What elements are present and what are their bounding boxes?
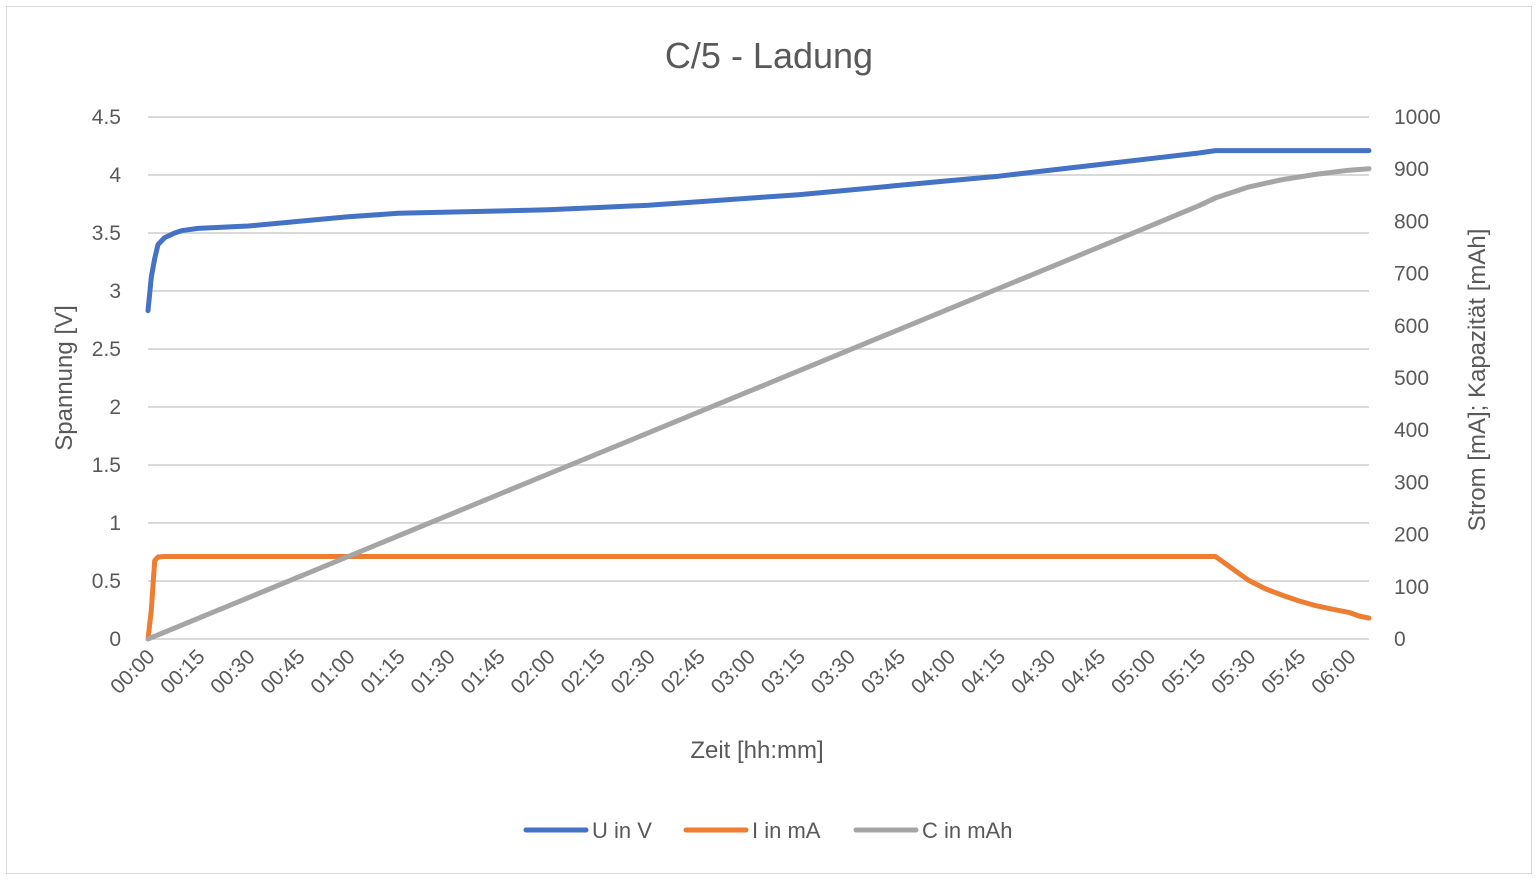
y-axis-title: Spannung [V] [51,305,78,450]
x-tick-label: 04:00 [907,645,960,698]
x-tick-label: 02:30 [607,645,660,698]
y-tick-label: 1 [109,512,121,535]
x-tick-label: 03:30 [807,645,860,698]
x-tick-label: 05:00 [1107,645,1160,698]
y2-axis-title: Strom [mA]; Kapazität [mAh] [1464,229,1491,532]
series-layer [145,148,1372,642]
x-tick-label: 06:00 [1307,645,1360,698]
y2-tick-label: 600 [1394,315,1429,338]
x-tick-label: 02:15 [556,645,609,698]
y2-tick-label: 100 [1394,576,1429,599]
gridlines [148,116,1369,640]
x-tick-label: 00:30 [206,645,259,698]
series-line [145,554,1372,642]
y2-axis-ticks: 0 100 200 300 400 500 600 700 800 900 1000 [1394,106,1441,651]
y2-tick-label: 1000 [1394,106,1441,129]
y2-tick-label: 500 [1394,367,1429,390]
y-tick-label: 4.5 [92,106,121,129]
legend-label: C in mAh [922,818,1012,843]
x-tick-label: 00:45 [256,645,309,698]
x-tick-label: 01:30 [406,645,459,698]
x-tick-label: 03:45 [857,645,910,698]
x-tick-label: 05:45 [1257,645,1310,698]
y2-tick-label: 800 [1394,210,1429,233]
y2-tick-label: 200 [1394,524,1429,547]
x-tick-label: 04:15 [957,645,1010,698]
y2-tick-label: 300 [1394,471,1429,494]
y2-tick-label: 900 [1394,158,1429,181]
x-tick-label: 01:15 [356,645,409,698]
x-tick-label: 02:00 [506,645,559,698]
y-tick-label: 4 [109,164,121,187]
y-tick-label: 0 [109,628,121,651]
x-tick-label: 00:00 [106,645,159,698]
x-tick-label: 04:45 [1057,645,1110,698]
legend-label: I in mA [752,818,821,843]
x-tick-label: 03:15 [757,645,810,698]
x-axis-title: Zeit [hh:mm] [690,737,823,764]
y2-tick-label: 700 [1394,263,1429,286]
y-tick-label: 1.5 [92,454,121,477]
x-tick-label: 05:30 [1207,645,1260,698]
x-tick-label: 04:30 [1007,645,1060,698]
x-tick-label: 05:15 [1157,645,1210,698]
x-tick-label: 00:15 [156,645,209,698]
y2-tick-label: 0 [1394,628,1406,651]
x-tick-label: 01:45 [456,645,509,698]
x-tick-label: 01:00 [306,645,359,698]
y-tick-label: 3.5 [92,222,121,245]
y-tick-label: 3 [109,280,121,303]
y-tick-label: 2 [109,396,121,419]
y-tick-label: 0.5 [92,570,121,593]
y-tick-label: 2.5 [92,338,121,361]
series-line [145,148,1372,314]
y2-tick-label: 400 [1394,419,1429,442]
legend: U in V I in mA C in mAh [523,818,1012,843]
chart-title: C/5 - Ladung [665,35,873,76]
y-axis-ticks: 0 0.5 1 1.5 2 2.5 3 3.5 4 4.5 [92,106,122,651]
series-line [145,166,1372,642]
x-axis-ticks: 00:0000:1500:3000:4501:0001:1501:3001:45… [106,645,1360,698]
legend-label: U in V [592,818,652,843]
x-tick-label: 03:00 [707,645,760,698]
x-tick-label: 02:45 [657,645,710,698]
